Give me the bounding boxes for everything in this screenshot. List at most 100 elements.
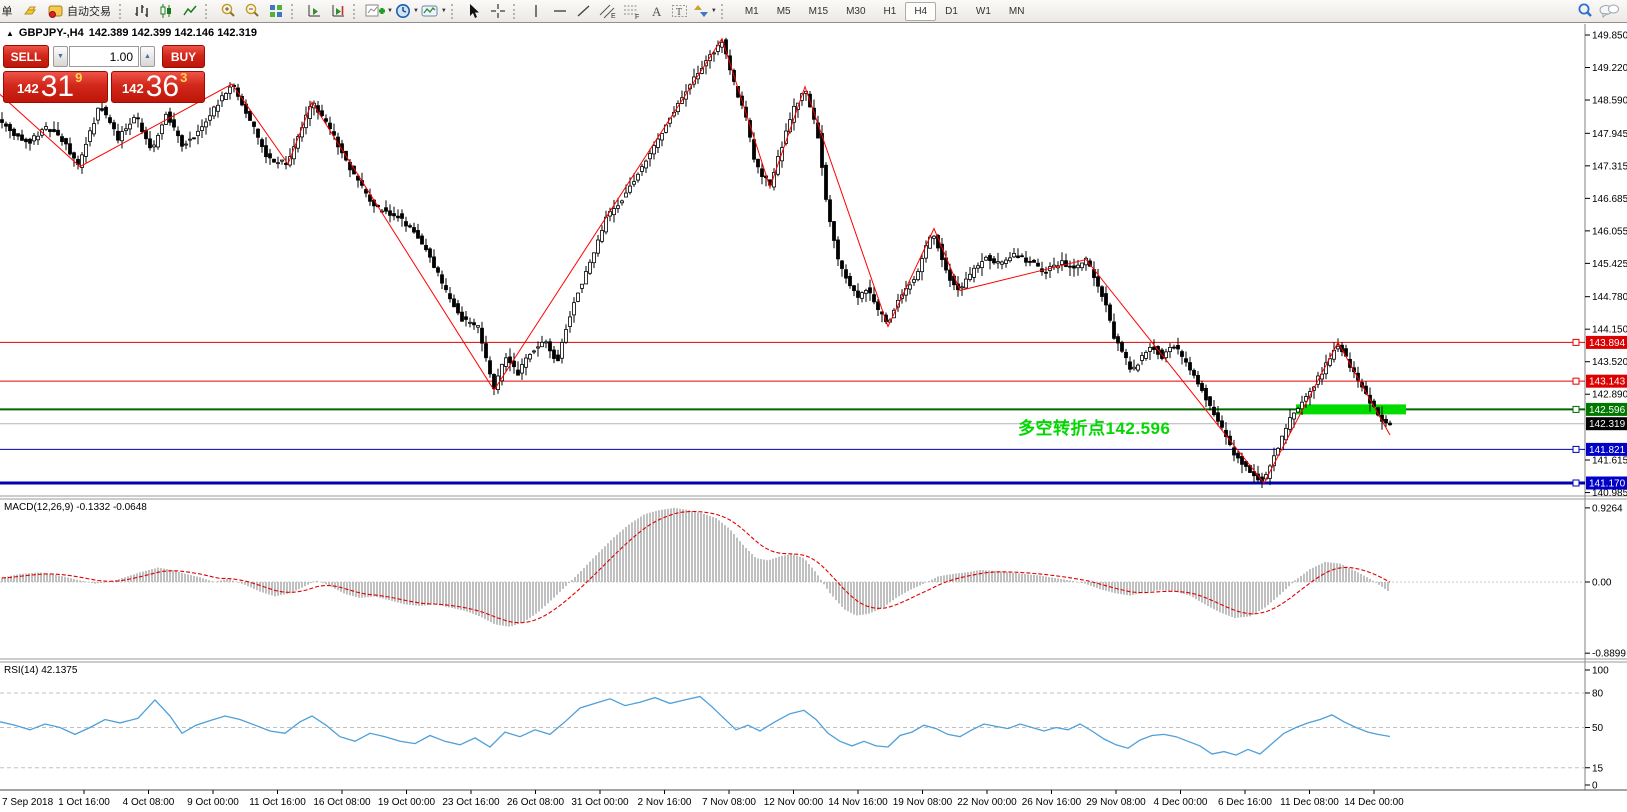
crosshair-icon[interactable]: [487, 1, 509, 21]
svg-text:22 Nov 00:00: 22 Nov 00:00: [957, 797, 1017, 808]
svg-text:4 Oct 08:00: 4 Oct 08:00: [123, 797, 175, 808]
price-badge-141.821: [1586, 442, 1627, 456]
toolbar-grip[interactable]: [512, 3, 519, 19]
volume-increase-button[interactable]: ▲: [140, 46, 155, 67]
svg-text:50: 50: [1592, 723, 1604, 734]
svg-text:A: A: [652, 4, 662, 19]
symbol-marker-icon: ▲: [6, 28, 14, 38]
svg-text:142.319: 142.319: [1589, 419, 1626, 430]
vertical-line-tool-icon[interactable]: [525, 1, 547, 21]
svg-text:-0.8899: -0.8899: [1592, 649, 1626, 660]
chart-shift-icon[interactable]: [327, 1, 349, 21]
svg-text:142.890: 142.890: [1592, 390, 1627, 401]
svg-text:16 Oct 08:00: 16 Oct 08:00: [313, 797, 371, 808]
buy-button[interactable]: BUY: [162, 45, 205, 68]
timeframe-m5[interactable]: M5: [776, 5, 791, 17]
arrows-tool-icon[interactable]: ▼: [693, 1, 717, 21]
svg-text:143.894: 143.894: [1589, 338, 1626, 349]
timeframe-mn[interactable]: MN: [1008, 5, 1025, 17]
chevron-down-icon: ▼: [412, 8, 419, 14]
svg-text:141.170: 141.170: [1589, 479, 1626, 490]
chat-icon[interactable]: [1598, 1, 1620, 21]
svg-text:T: T: [676, 7, 682, 18]
zigzag-line[interactable]: [0, 37, 1391, 484]
timeframe-h4[interactable]: H4: [905, 1, 937, 21]
cursor-icon[interactable]: [463, 1, 485, 21]
text-label-tool-icon[interactable]: T: [669, 1, 691, 21]
toolbar-grip[interactable]: [720, 3, 727, 19]
svg-text:12 Nov 00:00: 12 Nov 00:00: [764, 797, 824, 808]
new-order-button[interactable]: 单: [1, 6, 13, 18]
macd-histogram: [1, 507, 1389, 627]
level-handle: [1572, 338, 1580, 346]
price-badge-143.143: [1586, 374, 1627, 388]
candlestick-chart-icon[interactable]: [155, 1, 177, 21]
fibonacci-tool-icon[interactable]: F: [621, 1, 643, 21]
candles: [0, 37, 1392, 489]
svg-text:31 Oct 00:00: 31 Oct 00:00: [571, 797, 629, 808]
svg-text:149.220: 149.220: [1592, 63, 1627, 74]
svg-text:26 Nov 16:00: 26 Nov 16:00: [1022, 797, 1082, 808]
timeframe-bar: M1 M5 M15 M30 H1 H4 D1 W1 MN: [736, 1, 1034, 21]
svg-text:7 Nov 08:00: 7 Nov 08:00: [702, 797, 756, 808]
templates-icon[interactable]: ▼: [421, 1, 447, 21]
timeframe-w1[interactable]: W1: [975, 5, 991, 17]
channel-tool-icon[interactable]: E: [597, 1, 619, 21]
sell-price-panel[interactable]: 142 31 9: [3, 69, 108, 103]
chevron-down-icon: ▼: [440, 8, 447, 14]
svg-text:2 Nov 16:00: 2 Nov 16:00: [638, 797, 692, 808]
svg-text:14 Dec 00:00: 14 Dec 00:00: [1344, 797, 1404, 808]
text-tool-icon[interactable]: A: [645, 1, 667, 21]
toolbar-grip[interactable]: [205, 3, 211, 19]
level-handle: [1572, 479, 1580, 487]
symbol-name: GBPJPY-,H4: [18, 27, 84, 39]
periods-icon[interactable]: ▼: [395, 1, 419, 21]
tile-windows-icon[interactable]: [265, 1, 287, 21]
price-badge-141.170: [1586, 476, 1627, 490]
buy-price-panel[interactable]: 142 36 3: [111, 70, 205, 103]
timeframe-h1[interactable]: H1: [883, 5, 897, 17]
volume-decrease-button[interactable]: ▼: [53, 46, 68, 67]
svg-text:9 Oct 00:00: 9 Oct 00:00: [187, 797, 239, 808]
toolbar-grip[interactable]: [119, 3, 125, 19]
svg-text:E: E: [611, 13, 616, 19]
svg-text:80: 80: [1592, 689, 1604, 700]
timeframe-m15[interactable]: M15: [808, 5, 829, 17]
svg-text:149.850: 149.850: [1592, 31, 1627, 42]
autotrading-button[interactable]: 自动交易: [44, 1, 115, 21]
horizontal-line-tool-icon[interactable]: [549, 1, 571, 21]
indicators-icon[interactable]: ▼: [365, 1, 393, 21]
svg-text:146.055: 146.055: [1592, 226, 1627, 237]
gold-bars-icon[interactable]: [20, 1, 42, 21]
price-axis: 149.850 149.220 148.590 147.945 147.315 146.6…: [1585, 31, 1627, 792]
svg-text:F: F: [635, 14, 639, 19]
svg-text:100: 100: [1592, 666, 1609, 677]
trendline-tool-icon[interactable]: [573, 1, 595, 21]
bar-chart-icon[interactable]: [131, 1, 153, 21]
timeframe-m1[interactable]: M1: [744, 5, 759, 17]
svg-text:142.596: 142.596: [1589, 405, 1626, 416]
toolbar-grip[interactable]: [450, 3, 457, 19]
volume-input[interactable]: [69, 46, 139, 67]
svg-text:7 Sep 2018: 7 Sep 2018: [2, 797, 54, 808]
svg-text:147.945: 147.945: [1592, 129, 1627, 140]
line-chart-icon[interactable]: [179, 1, 201, 21]
toolbar-grip[interactable]: [353, 3, 359, 19]
timeframe-m30[interactable]: M30: [846, 5, 866, 17]
autotrading-icon: [48, 4, 64, 18]
svg-text:1 Oct 16:00: 1 Oct 16:00: [58, 797, 110, 808]
svg-text:144.150: 144.150: [1592, 325, 1627, 336]
toolbar-grip[interactable]: [291, 3, 297, 19]
timeframe-d1[interactable]: D1: [945, 5, 958, 17]
sell-button[interactable]: SELL: [3, 45, 49, 68]
svg-text:19 Nov 08:00: 19 Nov 08:00: [893, 797, 953, 808]
zoom-out-icon[interactable]: [241, 1, 263, 21]
sell-price-main: 31: [40, 69, 75, 103]
auto-scroll-icon[interactable]: [303, 1, 325, 21]
svg-text:23 Oct 16:00: 23 Oct 16:00: [442, 797, 500, 808]
zoom-in-icon[interactable]: [217, 1, 239, 21]
search-icon[interactable]: [1574, 1, 1596, 21]
price-badge-142.319: [1586, 417, 1627, 431]
highlight-segment[interactable]: [1296, 404, 1406, 415]
